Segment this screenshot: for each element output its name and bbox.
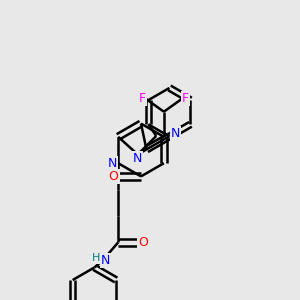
Text: H: H bbox=[92, 254, 100, 263]
Text: N: N bbox=[108, 157, 117, 170]
Text: F: F bbox=[139, 92, 146, 105]
Text: F: F bbox=[182, 92, 189, 105]
Text: N: N bbox=[171, 127, 180, 140]
Text: O: O bbox=[138, 236, 148, 249]
Text: O: O bbox=[109, 170, 118, 183]
Text: N: N bbox=[133, 152, 142, 166]
Text: N: N bbox=[100, 254, 110, 267]
